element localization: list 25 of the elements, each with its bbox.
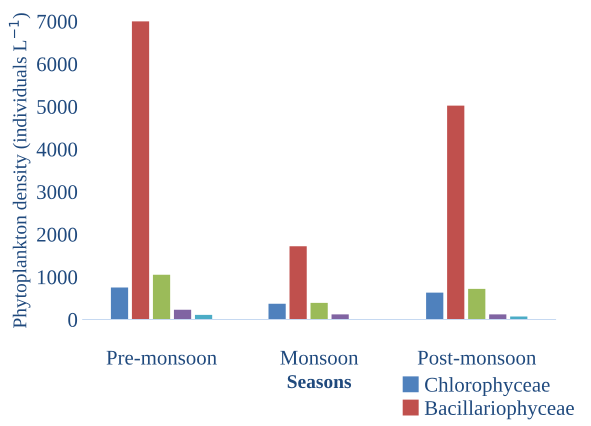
bar <box>447 106 464 320</box>
y-tick-label: 6000 <box>37 57 78 72</box>
bar <box>290 246 307 320</box>
y-tick-label: 1000 <box>38 270 78 284</box>
x-tick-label: Pre-monsoon <box>106 350 217 365</box>
x-axis-title: Seasons <box>288 375 352 388</box>
y-tick-label: 0 <box>68 312 78 327</box>
y-tick-label: 5000 <box>37 100 78 114</box>
bar <box>110 288 128 320</box>
y-tick-label: 4000 <box>36 142 78 157</box>
y-tick-label: 7000 <box>38 14 78 29</box>
x-tick-label: Monsoon <box>280 350 358 365</box>
bar <box>268 304 286 320</box>
bar <box>426 292 444 320</box>
legend-label: Chlorophyceae <box>425 377 550 396</box>
bar <box>152 274 170 320</box>
x-tick-label: Post-monsoon <box>418 350 536 365</box>
bar <box>132 21 150 320</box>
bar <box>468 288 486 320</box>
y-tick-label: 3000 <box>37 185 78 200</box>
bar <box>310 302 328 320</box>
y-axis-title: Phytoplankton density (individuals L$^{−1}$) <box>8 13 30 328</box>
bar <box>174 310 192 320</box>
y-tick-label: 2000 <box>37 228 78 242</box>
legend-label: Bacillariophyceae <box>424 400 574 420</box>
